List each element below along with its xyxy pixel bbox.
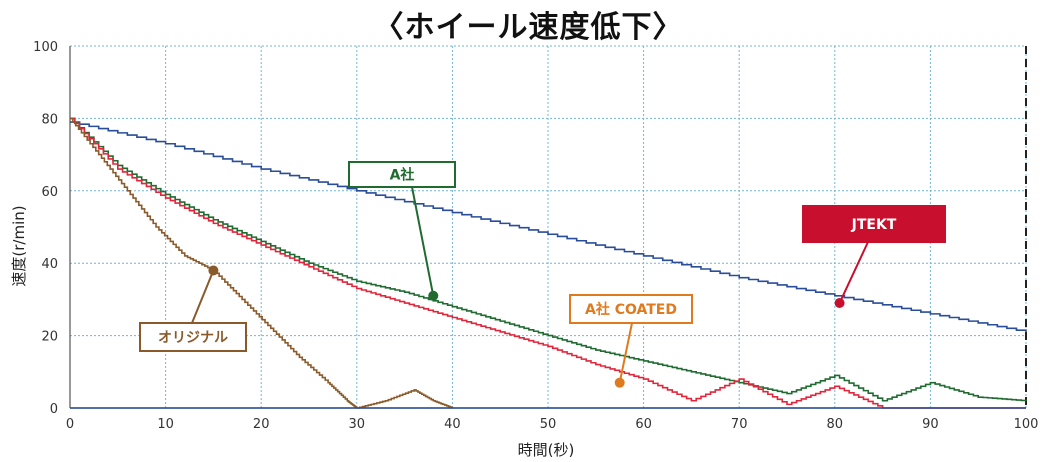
x-tick-label: 40 xyxy=(444,417,461,432)
series-a-sha-line xyxy=(70,117,1027,402)
x-tick-label: 10 xyxy=(157,417,174,432)
callout-label-a-sha-coated: A社 COATED xyxy=(585,301,677,318)
callouts: A社 A社 COATED JTEKT オリジナル xyxy=(139,161,946,388)
callout-leader-jtekt xyxy=(838,241,869,304)
x-tick-label: 0 xyxy=(66,417,74,432)
x-tick-label: 90 xyxy=(922,417,939,432)
callout-label-original: オリジナル xyxy=(158,330,228,346)
x-tick-label: 30 xyxy=(349,417,366,432)
callout-box-jtekt xyxy=(802,205,946,243)
x-tick-label: 50 xyxy=(540,417,557,432)
y-tick-label: 60 xyxy=(41,185,58,200)
callout-dot-original xyxy=(208,265,219,276)
callout-leader-a-sha-coated xyxy=(618,322,633,383)
callout-box-a-sha xyxy=(348,161,456,188)
callout-label-jtekt: JTEKT xyxy=(851,217,897,233)
callout-leader-original xyxy=(191,270,215,324)
chart-title: 〈ホイール速度低下〉 xyxy=(373,10,684,45)
y-tick-label: 100 xyxy=(33,40,58,55)
series-group xyxy=(70,117,1027,409)
tick-labels: 0 10 20 30 40 50 60 70 80 90 100 0 20 40 60 80 100 xyxy=(33,40,1038,432)
y-tick-label: 40 xyxy=(41,257,58,272)
x-tick-label: 20 xyxy=(253,417,270,432)
callout-box-original xyxy=(139,322,247,352)
callout-dot-jtekt xyxy=(834,298,845,309)
x-tick-label: 60 xyxy=(635,417,652,432)
y-axis-label: 速度(r/min) xyxy=(10,205,28,286)
x-axis-label: 時間(秒) xyxy=(518,441,575,459)
y-tick-label: 20 xyxy=(41,330,58,345)
series-original-line xyxy=(70,117,454,409)
series-jtekt-line xyxy=(70,121,1027,332)
x-tick-label: 70 xyxy=(731,417,748,432)
callout-dot-a-sha xyxy=(428,290,439,301)
y-tick-label: 0 xyxy=(50,402,58,417)
callout-dot-a-sha-coated xyxy=(614,377,625,388)
x-tick-label: 100 xyxy=(1014,417,1039,432)
callout-label-a-sha: A社 xyxy=(390,167,415,184)
y-tick-label: 80 xyxy=(41,112,58,127)
series-a-sha-coated-line xyxy=(70,117,1026,409)
callout-leader-a-sha xyxy=(411,186,435,296)
callout-box-a-sha-coated xyxy=(569,294,693,324)
x-tick-label: 80 xyxy=(827,417,844,432)
